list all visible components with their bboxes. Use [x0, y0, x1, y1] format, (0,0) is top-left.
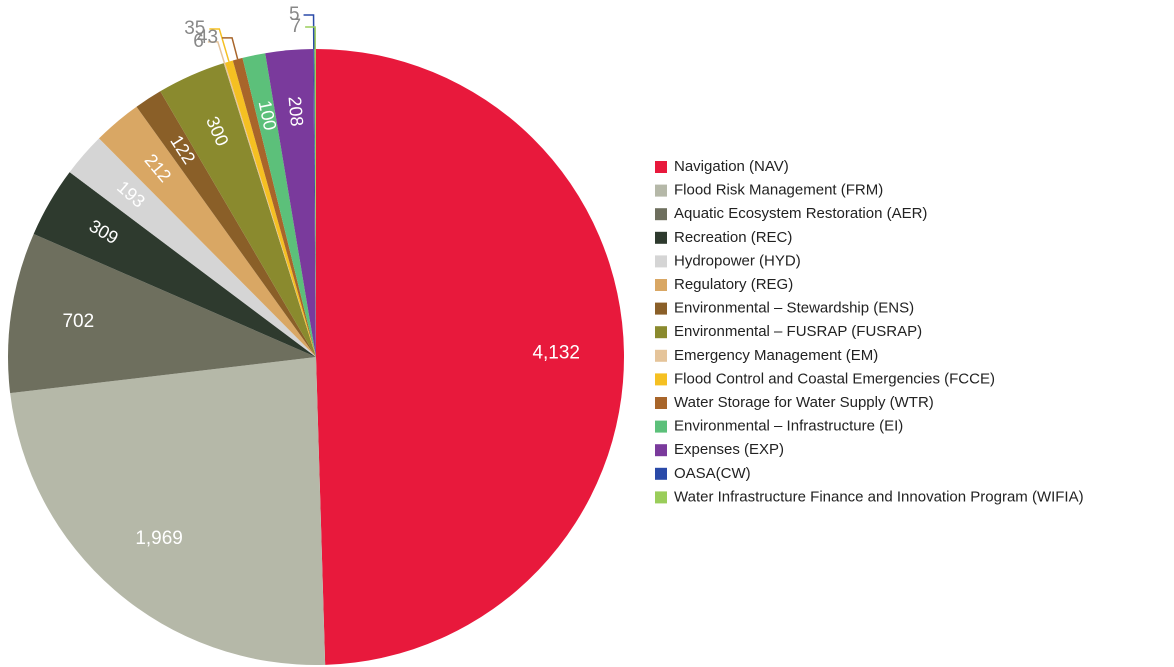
pie-slice	[242, 53, 316, 358]
data-label: 208	[284, 96, 307, 128]
leader-line	[207, 41, 226, 64]
legend-label: Environmental – Stewardship (ENS)	[674, 300, 914, 317]
data-label: 43	[197, 27, 218, 48]
legend-label: Water Infrastructure Finance and Innovat…	[674, 488, 1084, 505]
legend-swatch	[655, 255, 667, 268]
pie-slice	[160, 63, 316, 358]
legend-label: Environmental – FUSRAP (FUSRAP)	[674, 323, 922, 340]
legend-swatch	[655, 373, 667, 386]
legend-label: Water Storage for Water Supply (WTR)	[674, 394, 934, 411]
pie-slice	[265, 49, 316, 358]
legend-label: Navigation (NAV)	[674, 158, 789, 175]
leader-line	[209, 28, 230, 62]
legend-swatch	[655, 184, 667, 197]
legend-label: Environmental – Infrastructure (EI)	[674, 418, 903, 435]
legend-swatch	[655, 231, 667, 244]
pie-slice	[313, 49, 316, 358]
legend-swatch	[655, 161, 667, 173]
data-label: 7	[291, 16, 302, 37]
pie-slice	[225, 60, 316, 357]
legend-swatch	[655, 302, 667, 315]
pie-slice	[99, 106, 316, 357]
legend-label: Emergency Management (EM)	[674, 347, 878, 364]
leader-line	[305, 26, 316, 50]
data-label: 35	[184, 18, 205, 39]
legend-swatch	[655, 420, 667, 433]
legend-label: Regulatory (REG)	[674, 276, 793, 293]
pie-slice	[8, 233, 316, 394]
pie-slice	[136, 91, 316, 357]
legend-swatch	[655, 491, 667, 504]
legend-label: OASA(CW)	[674, 465, 751, 482]
pie-slice	[232, 57, 316, 357]
pie-slice	[10, 357, 326, 665]
data-label: 702	[62, 311, 94, 332]
legend-label: Flood Risk Management (FRM)	[674, 182, 883, 199]
legend-swatch	[655, 397, 667, 409]
pie-slice	[33, 172, 316, 357]
legend-swatch	[655, 279, 667, 291]
legend-swatch	[655, 467, 667, 480]
legend-label: Flood Control and Coastal Emergencies (F…	[674, 370, 995, 387]
legend-swatch	[655, 349, 667, 362]
legend-label: Hydropower (HYD)	[674, 252, 801, 269]
data-label: 5	[289, 4, 300, 25]
leader-line	[303, 14, 315, 50]
data-label: 4,132	[532, 342, 580, 363]
legend-label: Aquatic Ecosystem Restoration (AER)	[674, 205, 927, 222]
pie-slice	[316, 48, 625, 665]
leader-line	[222, 37, 239, 60]
legend-label: Recreation (REC)	[674, 229, 792, 246]
pie-slice	[69, 138, 316, 357]
data-label: 6	[193, 31, 204, 52]
legend-swatch	[655, 326, 667, 339]
pie-slice	[223, 62, 316, 358]
legend-swatch	[655, 208, 667, 221]
legend-label: Expenses (EXP)	[674, 441, 784, 458]
pie-slice	[314, 49, 316, 357]
data-label: 1,969	[135, 528, 183, 549]
legend-swatch	[655, 444, 667, 457]
